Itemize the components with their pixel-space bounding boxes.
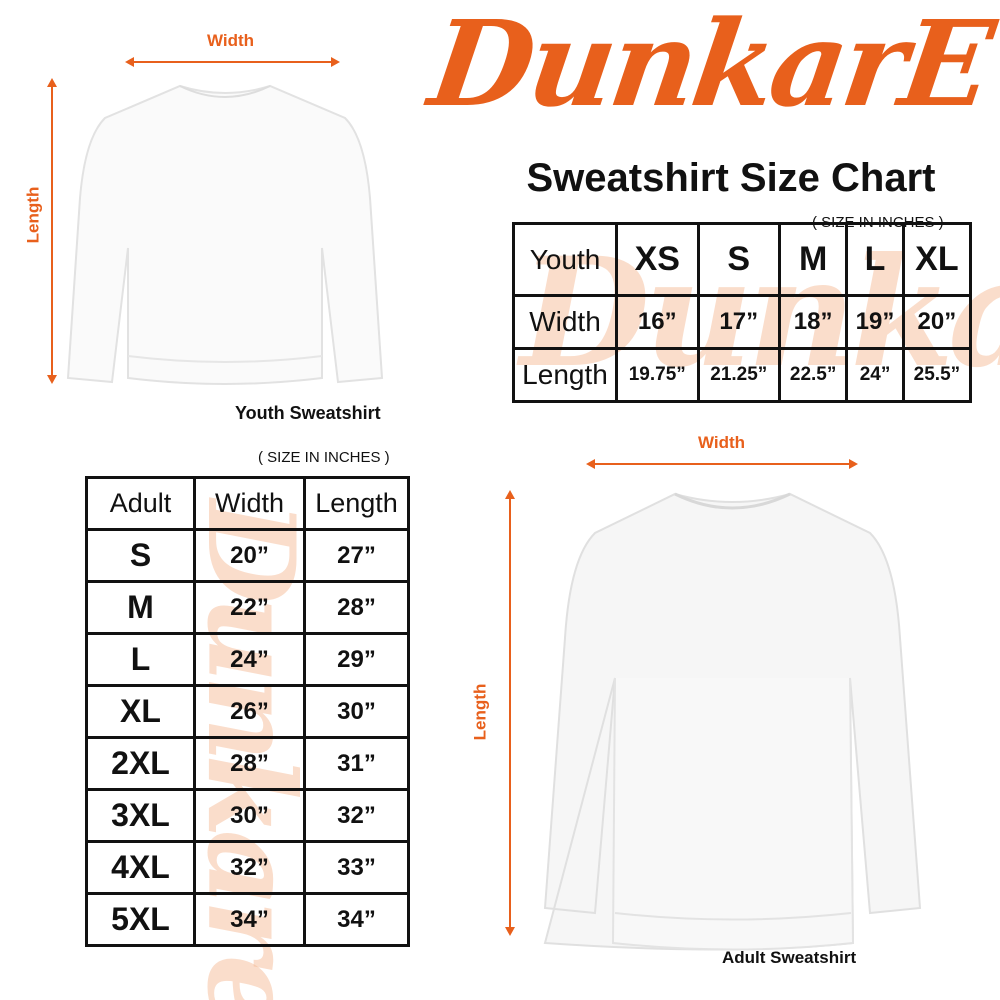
row-label: 5XL (85, 892, 196, 947)
row-label: M (85, 580, 196, 635)
table-cell: 32” (303, 788, 410, 843)
table-cell: 29” (303, 632, 410, 687)
row-label: S (85, 528, 196, 583)
table-header-cell: L (845, 222, 905, 297)
table-cell: 28” (303, 580, 410, 635)
table-row: Adult Width Length (85, 476, 410, 531)
table-cell: 25.5” (901, 347, 973, 403)
table-header-cell: S (696, 222, 782, 297)
table-cell: 28” (193, 736, 306, 791)
table-header-cell: Adult (85, 476, 196, 531)
row-label: L (85, 632, 196, 687)
table-row: S 20” 27” (85, 528, 410, 583)
table-cell: 18” (778, 294, 849, 350)
row-label: 4XL (85, 840, 196, 895)
table-row: 5XL 34” 34” (85, 892, 410, 947)
table-row: 4XL 32” 33” (85, 840, 410, 895)
youth-width-arrow (125, 57, 340, 67)
table-row: 3XL 30” 32” (85, 788, 410, 843)
table-cell: 26” (193, 684, 306, 739)
adult-units-note: ( SIZE IN INCHES ) (258, 449, 390, 466)
youth-length-arrow (47, 78, 57, 384)
table-cell: 30” (193, 788, 306, 843)
adult-width-arrow (586, 459, 858, 469)
table-cell: 24” (845, 347, 905, 403)
table-cell: 32” (193, 840, 306, 895)
table-header-cell: XS (615, 222, 700, 297)
youth-size-table: Youth XS S M L XL Width 16” 17” 18” 19” … (512, 222, 973, 403)
adult-sweatshirt-image (543, 492, 922, 951)
youth-width-label: Width (207, 31, 255, 50)
table-cell: 16” (615, 294, 700, 350)
table-row: Length 19.75” 21.25” 22.5” 24” 25.5” (512, 347, 973, 403)
youth-sweatshirt-image (66, 84, 384, 385)
brand-logo: DunkarE (422, 0, 998, 133)
table-cell: 27” (303, 528, 410, 583)
page-title: Sweatshirt Size Chart (526, 156, 936, 200)
row-label: 2XL (85, 736, 196, 791)
table-header-cell: Length (303, 476, 410, 531)
adult-length-label: Length (470, 683, 490, 741)
adult-size-table: Adult Width Length S 20” 27” M 22” 28” L 24” 29”… (85, 476, 410, 947)
row-label: Length (512, 347, 618, 403)
table-cell: 31” (303, 736, 410, 791)
table-cell: 21.25” (696, 347, 782, 403)
row-label: Width (512, 294, 618, 350)
adult-caption: Adult Sweatshirt (722, 948, 857, 967)
table-row: Width 16” 17” 18” 19” 20” (512, 294, 973, 350)
table-header-cell: M (778, 222, 849, 297)
table-cell: 19.75” (615, 347, 700, 403)
table-header-cell: XL (901, 222, 973, 297)
youth-caption: Youth Sweatshirt (235, 403, 381, 423)
table-header-cell: Width (193, 476, 306, 531)
table-cell: 20” (901, 294, 973, 350)
table-cell: 17” (696, 294, 782, 350)
table-cell: 34” (193, 892, 306, 947)
table-cell: 33” (303, 840, 410, 895)
table-cell: 34” (303, 892, 410, 947)
adult-width-label: Width (698, 433, 746, 452)
table-cell: 22” (193, 580, 306, 635)
youth-length-label: Length (23, 186, 43, 244)
table-cell: 20” (193, 528, 306, 583)
table-cell: 30” (303, 684, 410, 739)
table-cell: 19” (845, 294, 905, 350)
row-label: XL (85, 684, 196, 739)
table-row: M 22” 28” (85, 580, 410, 635)
table-cell: 24” (193, 632, 306, 687)
adult-length-arrow (505, 490, 515, 936)
table-row: Youth XS S M L XL (512, 222, 973, 297)
table-header-cell: Youth (512, 222, 618, 297)
table-row: 2XL 28” 31” (85, 736, 410, 791)
table-row: XL 26” 30” (85, 684, 410, 739)
row-label: 3XL (85, 788, 196, 843)
table-cell: 22.5” (778, 347, 849, 403)
table-row: L 24” 29” (85, 632, 410, 687)
